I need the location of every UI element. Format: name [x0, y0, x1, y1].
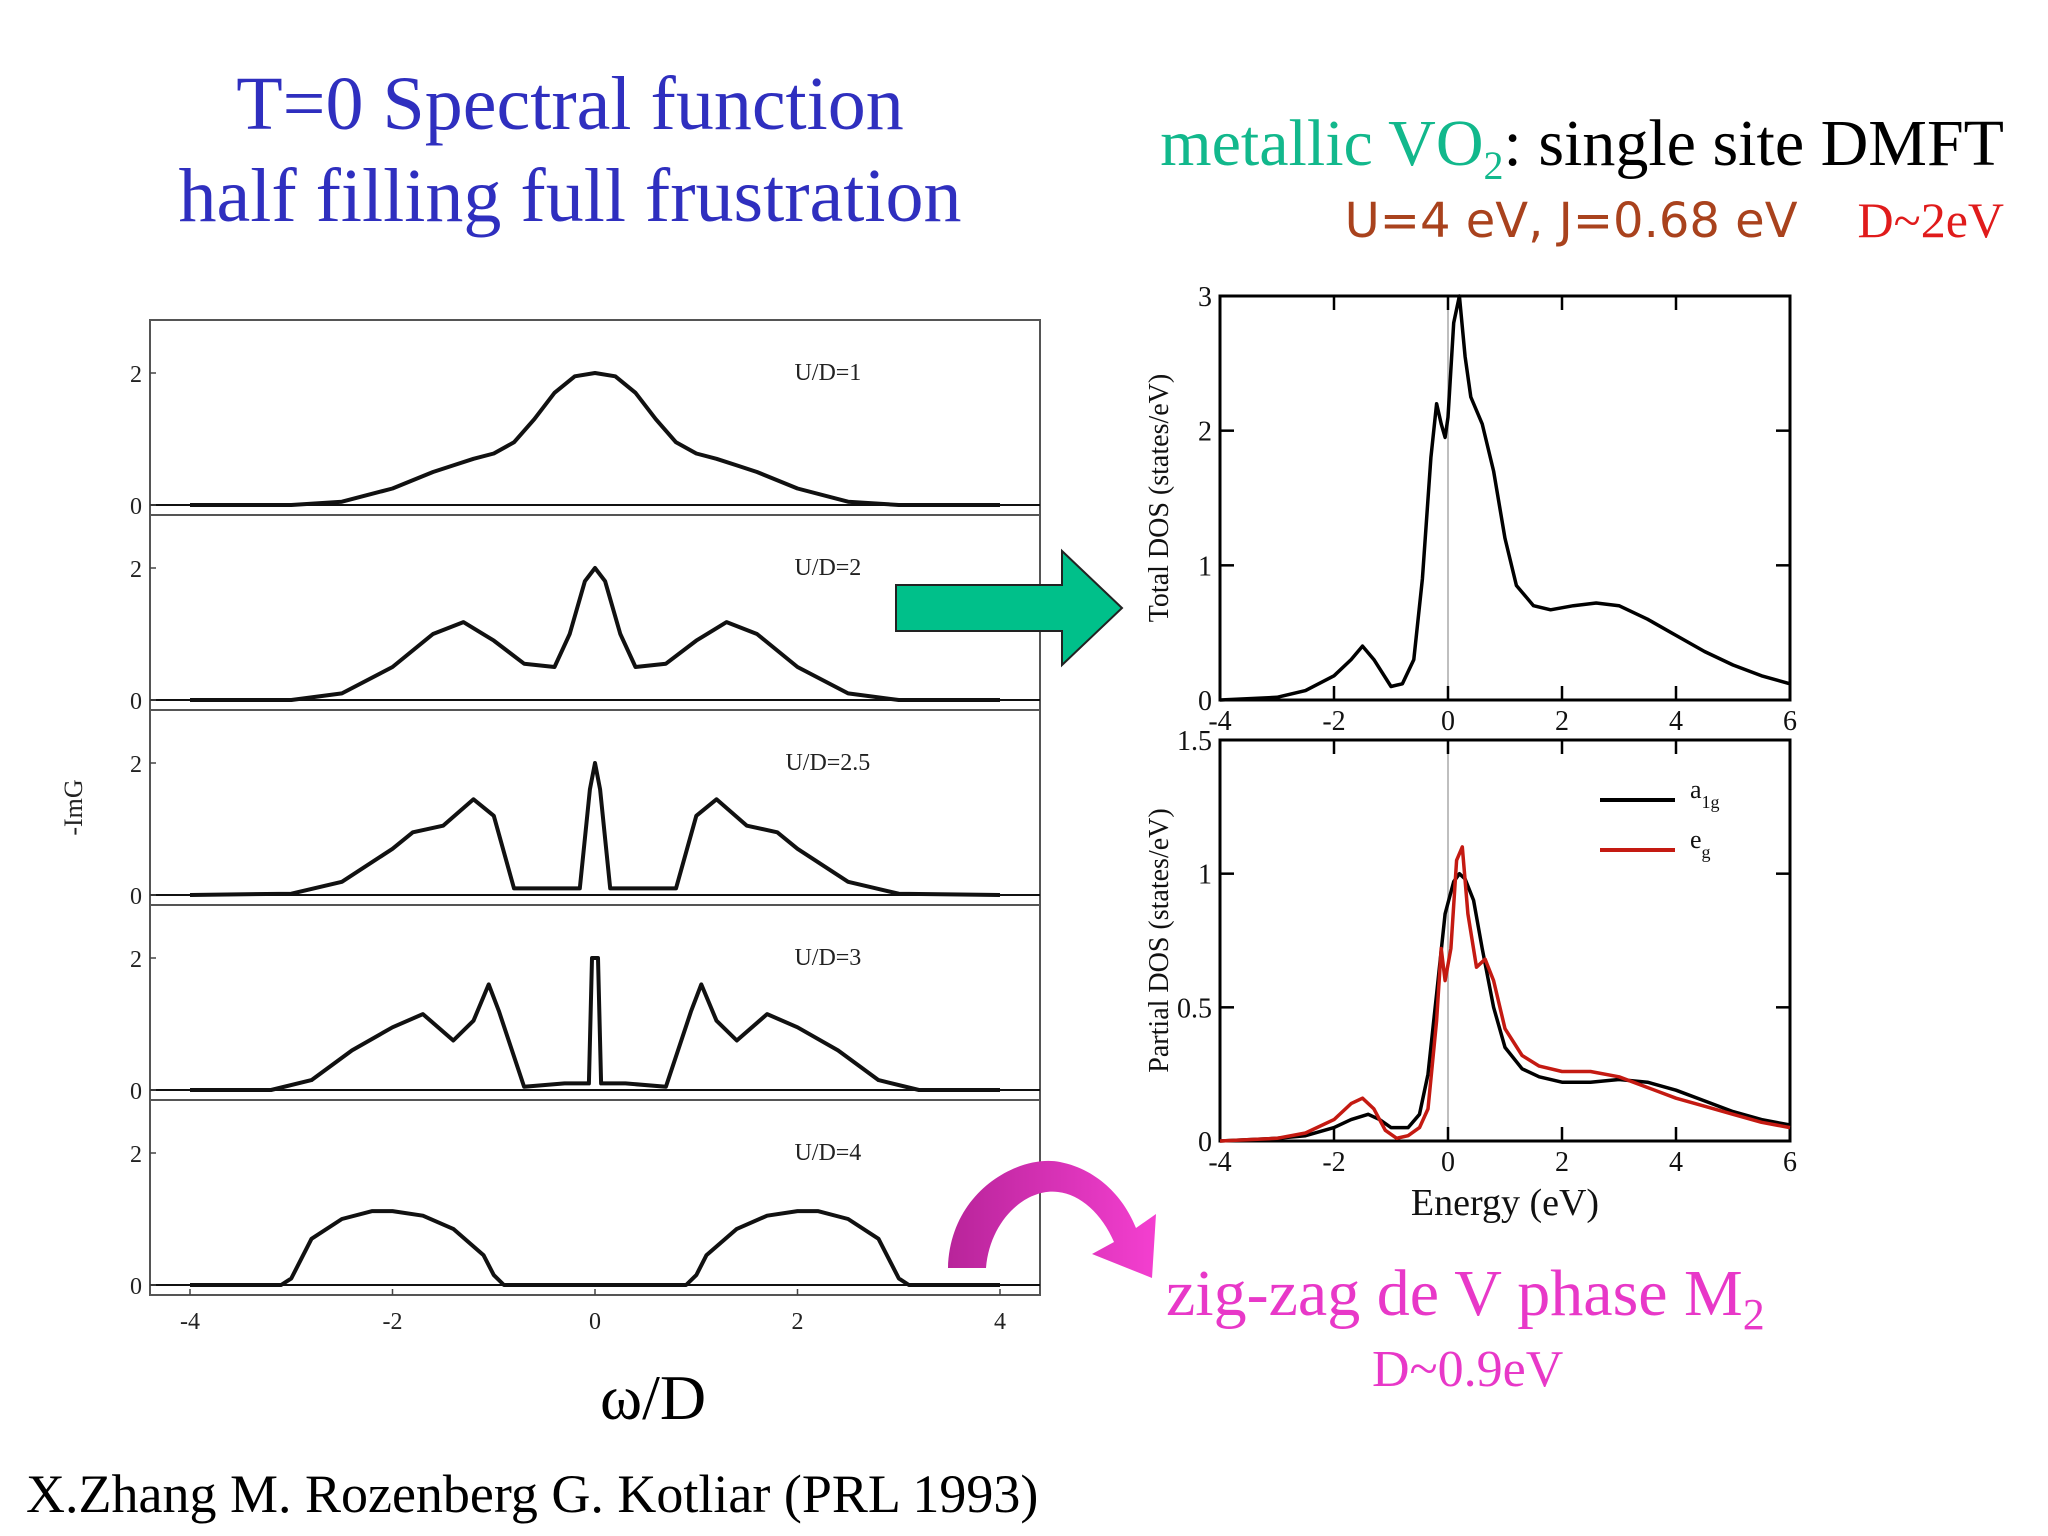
right-title-prefix: metallic [1160, 107, 1389, 180]
y-tick-label: 0 [130, 494, 142, 520]
x-axis-label: Energy (eV) [1411, 1182, 1599, 1224]
x-tick-label: -2 [383, 1309, 403, 1330]
panel-label: U/D=3 [794, 945, 861, 971]
y-tick-label: 0 [1198, 1127, 1212, 1158]
y-tick-label: 1 [1198, 551, 1212, 582]
x-tick-label: 0 [589, 1309, 601, 1330]
params-u-j: U=4 eV, J=0.68 eV [1344, 193, 1798, 249]
y-axis-label: Total DOS (states/eV) [1144, 374, 1175, 622]
right-title-vo: VO [1388, 107, 1484, 180]
series-line [190, 1209, 1000, 1287]
panel-label: U/D=2 [794, 555, 861, 581]
plot-frame [149, 319, 1041, 1296]
right-title: metallic VO2: single site DMFT [1160, 104, 2004, 206]
zigzag-sub: 2 [1742, 1290, 1765, 1340]
zigzag-d-value: D~0.9eV [1372, 1341, 1564, 1398]
right-arrow-icon [895, 548, 1124, 668]
curved-arrow-icon [948, 1160, 1156, 1278]
legend-label-sub: 1g [1702, 792, 1720, 812]
plot-frame [1218, 738, 1792, 1143]
series-line [190, 956, 1000, 1092]
left-spectral-chart: 0 2 U/D=1 0 2 U/D=2 0 2 U/D=2.5 0 2 U/D=3 0 2 U/D=4 -4 -… [60, 319, 1041, 1330]
params-d: D~2eV [1857, 192, 2004, 248]
x-tick-label: 0 [1441, 1147, 1455, 1178]
series-line [190, 371, 1000, 507]
y-tick-label: 0 [130, 1274, 142, 1300]
y-tick-label: 2 [130, 947, 142, 973]
total-dos-chart: -4 -2 0 2 4 6 0 1 2 3 Total DOS (states/eV) [1144, 282, 1797, 737]
y-tick-label: 0.5 [1177, 993, 1212, 1024]
x-tick-label: -4 [1208, 1147, 1231, 1178]
y-tick-label: 0 [130, 1079, 142, 1105]
x-tick-label: 4 [994, 1309, 1006, 1330]
x-tick-label: 6 [1783, 1147, 1797, 1178]
y-tick-label: 0 [1198, 686, 1212, 717]
series-line [1219, 294, 1791, 702]
parameters-line: U=4 eV, J=0.68 eV D~2eV [1345, 190, 2004, 251]
plot-frame [1218, 294, 1792, 702]
legend-label: eg [1690, 825, 1711, 862]
x-tick-label: 4 [1669, 1147, 1683, 1178]
citation: X.Zhang M. Rozenberg G. Kotliar (PRL 199… [26, 1464, 1039, 1524]
series-line [1219, 871, 1791, 1143]
x-tick-label: -2 [1322, 706, 1345, 737]
right-title-suffix: : single site DMFT [1503, 107, 2004, 180]
x-tick-label: -4 [180, 1309, 200, 1330]
y-tick-label: 1 [1198, 860, 1212, 891]
left-title: T=0 Spectral function half filling full … [150, 58, 990, 242]
x-tick-label: 2 [1555, 706, 1569, 737]
x-tick-label: 2 [1555, 1147, 1569, 1178]
legend-label: a1g [1690, 775, 1720, 812]
x-tick-label: 0 [1441, 706, 1455, 737]
series-line [190, 566, 1000, 702]
panel-label: U/D=2.5 [785, 750, 870, 776]
zigzag-label: zig-zag de V phase M2 [1166, 1254, 1765, 1355]
y-tick-label: 2 [130, 557, 142, 583]
right-title-sub: 2 [1483, 143, 1504, 189]
y-tick-label: 0 [130, 689, 142, 715]
panel-label: U/D=1 [794, 360, 861, 386]
x-tick-label: -2 [1322, 1147, 1345, 1178]
x-tick-label: 2 [792, 1309, 804, 1330]
y-tick-label: 1.5 [1177, 726, 1212, 757]
x-tick-label: 6 [1783, 706, 1797, 737]
arrow-shape [895, 548, 1124, 668]
y-tick-label: 3 [1198, 282, 1212, 313]
curved-arrow-shape [948, 1160, 1156, 1278]
x-tick-label: -4 [1208, 706, 1231, 737]
partial-dos-chart: -4 -2 0 2 4 6 0 0.5 1 1.5 Partial DOS (states/eV) E… [1144, 726, 1797, 1224]
y-tick-label: 0 [130, 884, 142, 910]
x-tick-label: 4 [1669, 706, 1683, 737]
legend-label-sub: g [1702, 842, 1711, 862]
series-line [1219, 845, 1791, 1143]
series-line [189, 761, 1001, 897]
y-tick-label: 2 [1198, 417, 1212, 448]
zigzag-main: zig-zag de V phase M [1166, 1257, 1743, 1330]
y-tick-label: 2 [130, 752, 142, 778]
y-axis-label: Partial DOS (states/eV) [1144, 808, 1175, 1072]
left-title-line1: T=0 Spectral function [236, 62, 904, 146]
y-axis-label: -ImG [60, 779, 88, 835]
panel-label: U/D=4 [794, 1140, 861, 1166]
y-tick-label: 2 [130, 1142, 142, 1168]
y-tick-label: 2 [130, 362, 142, 388]
left-title-line2: half filling full frustration [178, 154, 962, 238]
omega-axis-label: ω/D [600, 1362, 707, 1433]
